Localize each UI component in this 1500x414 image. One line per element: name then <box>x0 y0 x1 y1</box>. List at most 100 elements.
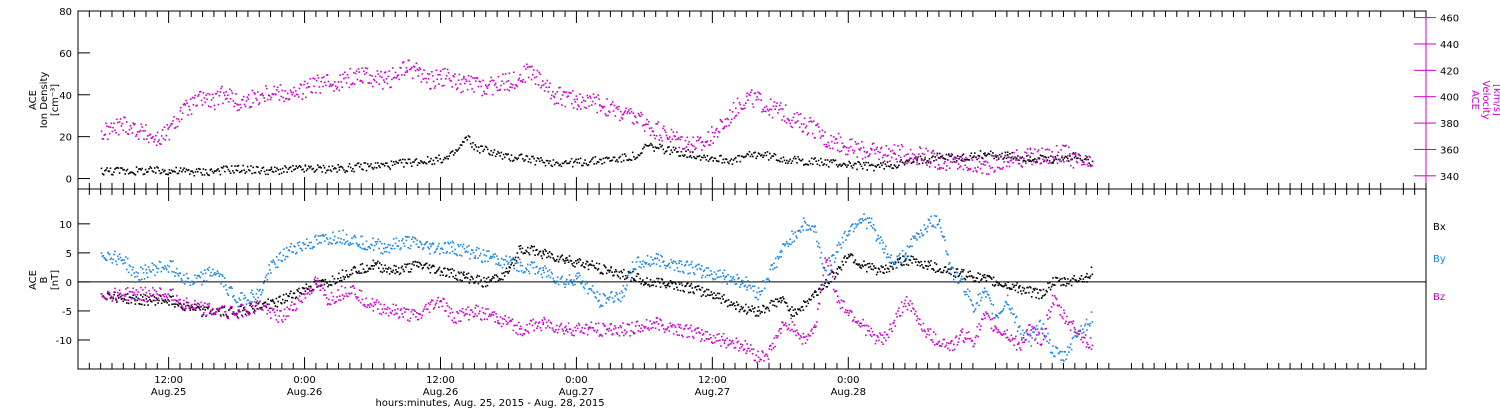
series-by-point <box>895 267 897 269</box>
series-bz-point <box>152 287 154 289</box>
series-bx-point <box>207 308 209 310</box>
velocity-point <box>681 136 683 138</box>
series-by-point <box>461 255 463 257</box>
series-bx-point <box>606 273 608 275</box>
series-by-point <box>693 272 695 274</box>
density-point <box>448 155 450 157</box>
series-bx-point <box>848 254 850 256</box>
velocity-point <box>505 73 507 75</box>
density-point <box>757 156 759 158</box>
series-by-point <box>1070 343 1072 345</box>
velocity-point <box>979 161 981 163</box>
velocity-point <box>338 81 340 83</box>
series-by-point <box>938 223 940 225</box>
series-by-point <box>742 283 744 285</box>
density-point <box>469 136 471 138</box>
series-by-point <box>270 272 272 274</box>
velocity-point <box>245 106 247 108</box>
velocity-point <box>221 86 223 88</box>
series-bx-point <box>693 293 695 295</box>
series-bx-point <box>513 265 515 267</box>
velocity-point <box>763 110 765 112</box>
series-by-point <box>346 234 348 236</box>
series-bx-point <box>282 299 284 301</box>
series-by-point <box>663 260 665 262</box>
density-point <box>135 174 137 176</box>
series-bx-point <box>130 297 132 299</box>
series-by-point <box>569 274 571 276</box>
series-by-point <box>727 274 729 276</box>
velocity-point <box>321 77 323 79</box>
series-bz-point <box>267 310 269 312</box>
velocity-point <box>818 126 820 128</box>
series-bx-point <box>921 264 923 266</box>
series-by-point <box>954 275 956 277</box>
series-bx-point <box>571 263 573 265</box>
velocity-point <box>957 168 959 170</box>
series-bx-point <box>557 256 559 258</box>
density-point <box>588 164 590 166</box>
density-point <box>677 151 679 153</box>
series-by-point <box>373 249 375 251</box>
series-by-point <box>522 265 524 267</box>
series-bz-point <box>208 305 210 307</box>
velocity-point <box>876 148 878 150</box>
series-bx-point <box>835 276 837 278</box>
series-by-point <box>688 264 690 266</box>
series-by-point <box>451 246 453 248</box>
velocity-point <box>827 142 829 144</box>
series-bx-point <box>1038 298 1040 300</box>
velocity-point <box>895 158 897 160</box>
velocity-point <box>875 153 877 155</box>
series-by-point <box>341 243 343 245</box>
series-by-point <box>622 297 624 299</box>
series-by-point <box>879 242 881 244</box>
velocity-point <box>851 138 853 140</box>
series-by-point <box>1003 308 1005 310</box>
series-by-point <box>1002 310 1004 312</box>
series-by-point <box>783 243 785 245</box>
velocity-point <box>607 115 609 117</box>
series-bx-point <box>433 266 435 268</box>
density-point <box>792 160 794 162</box>
series-bz-point <box>206 315 208 317</box>
velocity-point <box>233 100 235 102</box>
series-bx-point <box>714 298 716 300</box>
velocity-point <box>895 153 897 155</box>
density-point <box>924 158 926 160</box>
series-by-point <box>359 244 361 246</box>
series-bx-point <box>704 290 706 292</box>
series-by-point <box>319 242 321 244</box>
density-point <box>559 164 561 166</box>
density-point <box>782 161 784 163</box>
series-by-point <box>111 258 113 260</box>
series-bx-point <box>489 281 491 283</box>
velocity-point <box>194 95 196 97</box>
density-point <box>740 161 742 163</box>
series-by-point <box>639 261 641 263</box>
series-bx-point <box>1017 292 1019 294</box>
velocity-point <box>767 109 769 111</box>
density-point <box>974 152 976 154</box>
series-bx-point <box>868 267 870 269</box>
series-bz-point <box>210 310 212 312</box>
series-by-point <box>123 259 125 261</box>
series-bx-point <box>344 278 346 280</box>
series-by-point <box>901 262 903 264</box>
series-bx-point <box>237 316 239 318</box>
series-bz-point <box>246 315 248 317</box>
series-bz-point <box>215 313 217 315</box>
density-point <box>997 155 999 157</box>
series-bz-point <box>112 300 114 302</box>
series-by-point <box>649 263 651 265</box>
series-by-point <box>553 280 555 282</box>
density-point <box>217 168 219 170</box>
velocity-point <box>814 137 816 139</box>
series-by-point <box>939 221 941 223</box>
velocity-point <box>727 119 729 121</box>
density-point <box>668 146 670 148</box>
density-point <box>950 156 952 158</box>
velocity-point <box>1086 159 1088 161</box>
velocity-point <box>502 74 504 76</box>
series-bx-point <box>845 261 847 263</box>
